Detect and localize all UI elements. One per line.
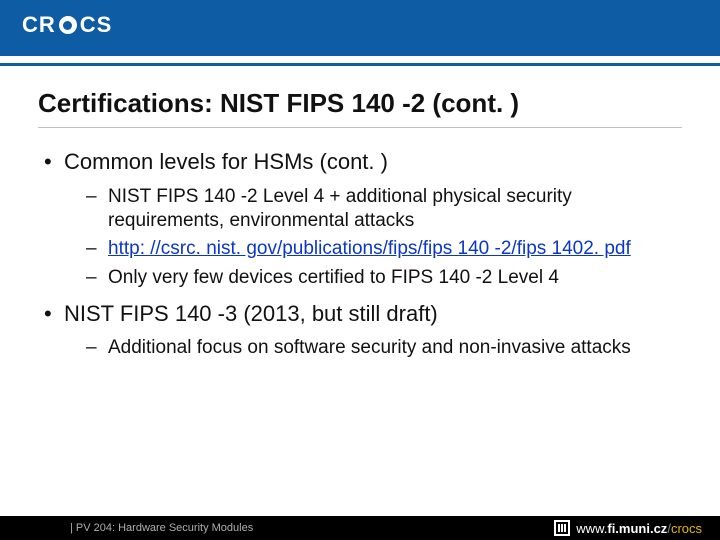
reference-link[interactable]: http: //csrc. nist. gov/publications/fip… — [108, 238, 631, 259]
slide-header: CR CS — [0, 0, 720, 56]
footer-url-suffix: crocs — [671, 521, 702, 536]
sub-bullet-item: Only very few devices certified to FIPS … — [64, 266, 682, 290]
sub-bullet-list: NIST FIPS 140 -2 Level 4 + additional ph… — [64, 185, 682, 290]
slide: CR CS Certifications: NIST FIPS 140 -2 (… — [0, 0, 720, 540]
footer-url-domain: fi.muni.cz — [607, 521, 667, 536]
footer-url: www.fi.muni.cz/crocs — [554, 520, 702, 536]
sub-bullet-text: Only very few devices certified to FIPS … — [108, 267, 559, 288]
sub-bullet-item: NIST FIPS 140 -2 Level 4 + additional ph… — [64, 185, 682, 234]
sub-bullet-text: Additional focus on software security an… — [108, 337, 631, 358]
bullet-item: NIST FIPS 140 -3 (2013, but still draft)… — [38, 300, 682, 361]
bullet-list: Common levels for HSMs (cont. ) NIST FIP… — [38, 148, 682, 361]
bullet-text: NIST FIPS 140 -3 (2013, but still draft) — [64, 301, 438, 326]
sub-bullet-item: http: //csrc. nist. gov/publications/fip… — [64, 237, 682, 261]
sub-bullet-text: NIST FIPS 140 -2 Level 4 + additional ph… — [108, 186, 572, 231]
muni-logo-icon — [554, 520, 570, 536]
slide-title: Certifications: NIST FIPS 140 -2 (cont. … — [38, 88, 682, 119]
logo-text-left: CR — [22, 12, 56, 38]
footer-url-prefix: www. — [576, 521, 607, 536]
sub-bullet-list: Additional focus on software security an… — [64, 336, 682, 360]
sub-bullet-item: Additional focus on software security an… — [64, 336, 682, 360]
header-stripe — [0, 56, 720, 66]
title-underline — [38, 127, 682, 128]
bullet-text: Common levels for HSMs (cont. ) — [64, 149, 388, 174]
slide-content: Certifications: NIST FIPS 140 -2 (cont. … — [0, 66, 720, 516]
footer-url-text: www.fi.muni.cz/crocs — [576, 521, 702, 536]
logo-o-icon — [59, 16, 77, 34]
footer-course-label: | PV 204: Hardware Security Modules — [70, 522, 253, 534]
logo-text-right: CS — [80, 12, 113, 38]
crocs-logo: CR CS — [22, 12, 112, 38]
slide-footer: | PV 204: Hardware Security Modules www.… — [0, 516, 720, 540]
bullet-item: Common levels for HSMs (cont. ) NIST FIP… — [38, 148, 682, 290]
